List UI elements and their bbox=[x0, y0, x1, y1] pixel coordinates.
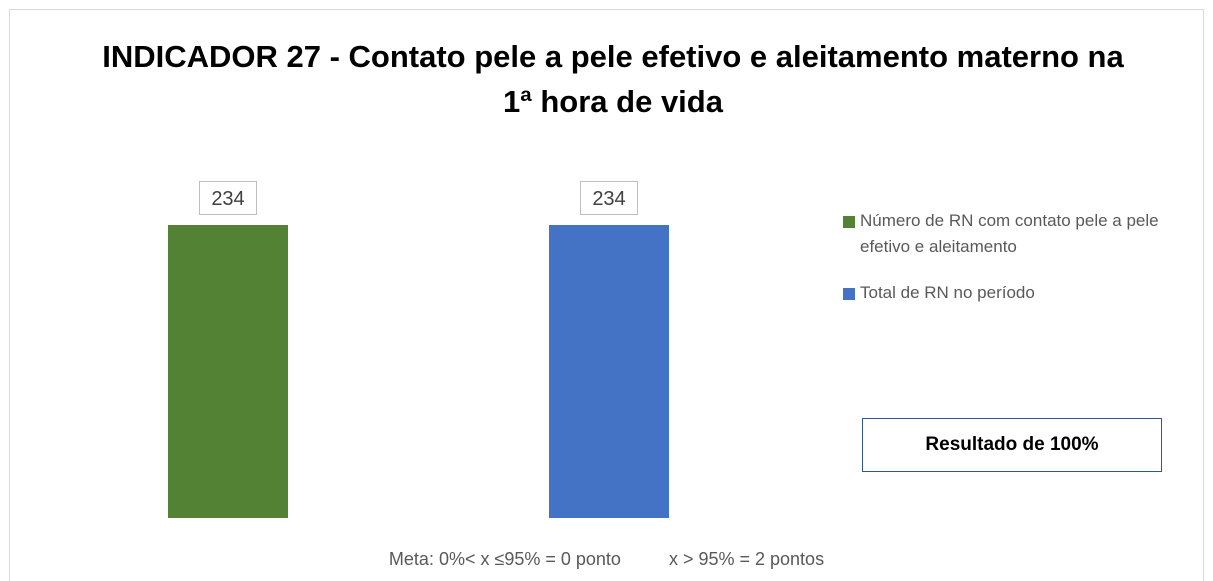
footnote: x > 95% = 2 pontos bbox=[668, 549, 825, 569]
chart-frame bbox=[9, 9, 1204, 581]
footer: Meta: 0%< x ≤95% = 0 ponto x > 95% = 2 po… bbox=[0, 549, 1213, 570]
bar bbox=[549, 225, 669, 518]
result-box: Resultado de 100% bbox=[862, 418, 1162, 472]
legend-label: Total de RN no período bbox=[860, 283, 1035, 302]
bar bbox=[168, 225, 288, 518]
legend: Número de RN com contato pele a pele efe… bbox=[843, 208, 1203, 326]
legend-item: Total de RN no período bbox=[843, 280, 1203, 306]
legend-label: Número de RN com contato pele a pele efe… bbox=[860, 211, 1159, 256]
legend-swatch bbox=[843, 288, 855, 300]
legend-swatch bbox=[843, 216, 855, 228]
data-label: 234 bbox=[199, 181, 257, 215]
footnote: Meta: 0%< x ≤95% = 0 ponto bbox=[388, 549, 621, 569]
data-label: 234 bbox=[580, 181, 638, 215]
legend-item: Número de RN com contato pele a pele efe… bbox=[843, 208, 1203, 260]
chart-title: INDICADOR 27 - Contato pele a pele efeti… bbox=[102, 39, 1124, 119]
